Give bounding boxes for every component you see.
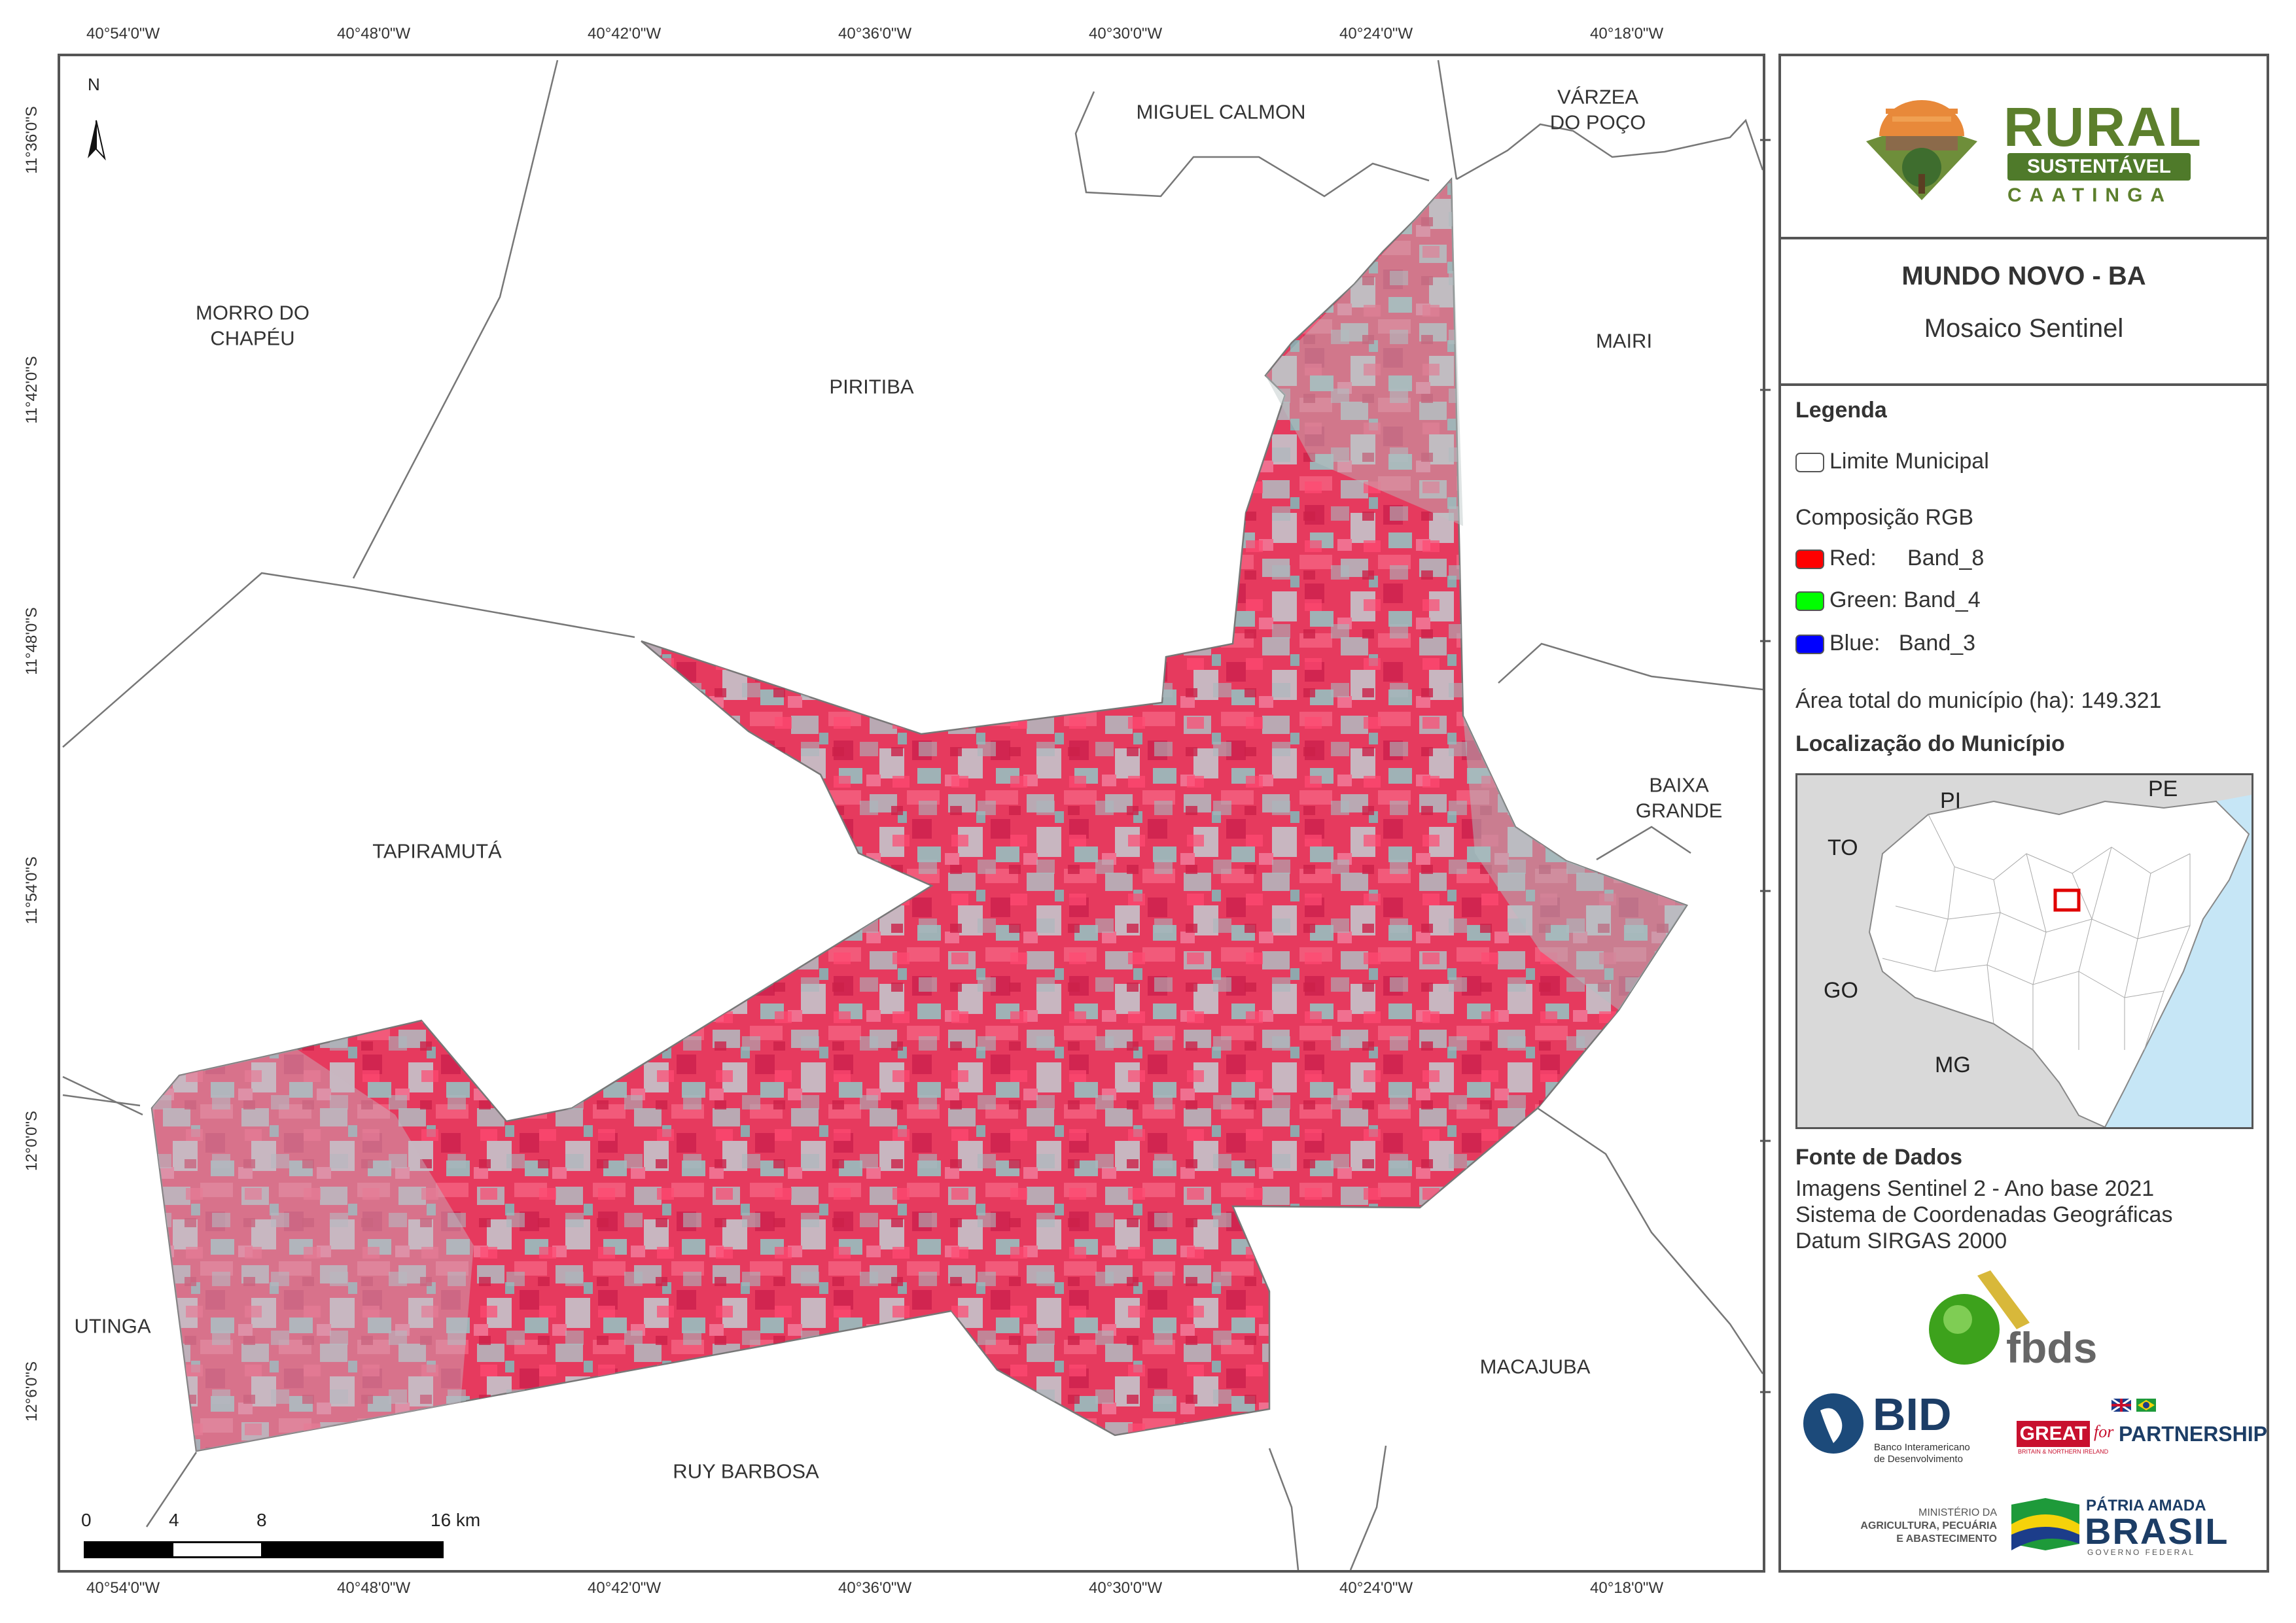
bid-sub-2: de Desenvolvimento: [1874, 1454, 1963, 1465]
inset-map-svg: [1868, 795, 2252, 1127]
legend-heading: Legenda: [1795, 398, 1887, 423]
bid-sub-1: Banco Interamericano: [1874, 1442, 1970, 1453]
label-morro-do-chapeu: MORRO DO CHAPÉU: [196, 301, 309, 349]
coord-top-6: 40°24'0"W: [1339, 25, 1413, 43]
coord-left-2: 11°42'0"S: [23, 356, 41, 424]
scale-bar-outline: [84, 1541, 444, 1558]
inset-label-go: GO: [1824, 978, 1858, 1003]
blue-swatch: [1795, 635, 1824, 654]
map-svg: [62, 60, 1763, 1570]
scale-label-4: 4: [169, 1510, 179, 1530]
coord-bottom-1: 40°54'0"W: [86, 1579, 160, 1597]
scale-bar-white-segment: [173, 1543, 261, 1556]
limit-label: Limite Municipal: [1829, 449, 1989, 474]
north-label: N: [88, 75, 100, 94]
info-panel: RURAL SUSTENTÁVEL CAATINGA MUNDO NOVO - …: [1778, 54, 2269, 1573]
coord-top-2: 40°48'0"W: [337, 25, 411, 43]
bid-logo-icon: [1803, 1393, 1863, 1454]
logo-sustentavel: SUSTENTÁVEL: [2007, 153, 2191, 181]
great-sub-text: BRITAIN & NORTHERN IRELAND: [2018, 1448, 2109, 1455]
coord-bottom-3: 40°42'0"W: [588, 1579, 662, 1597]
coord-left-1: 11°36'0"S: [23, 106, 41, 174]
flags-icon: [2111, 1397, 2156, 1413]
coord-bottom-2: 40°48'0"W: [337, 1579, 411, 1597]
coord-top-7: 40°18'0"W: [1590, 25, 1664, 43]
imagery-east-patch: [1463, 716, 1687, 1010]
label-varzea-do-poco: VÁRZEA DO POÇO: [1549, 85, 1646, 133]
label-baixa-grande: BAIXA GRANDE: [1635, 773, 1723, 822]
imagery-west-patch: [152, 1049, 474, 1451]
ministerio-line-2: AGRICULTURA, PECUÁRIA: [1860, 1520, 1997, 1531]
inset-label-pe: PE: [2148, 777, 2178, 801]
for-text: for: [2094, 1422, 2114, 1441]
imagery-north-patch: [1265, 179, 1463, 526]
map-title: MUNDO NOVO - BA: [1901, 262, 2146, 290]
title-section: MUNDO NOVO - BA Mosaico Sentinel: [1781, 237, 2267, 386]
map-subtitle: Mosaico Sentinel: [1924, 314, 2124, 343]
rural-caatinga-logo-icon: [1866, 100, 1977, 200]
ministerio-line-3: E ABASTECIMENTO: [1896, 1533, 1997, 1544]
label-macajuba: MACAJUBA: [1479, 1355, 1591, 1378]
coord-left-4: 11°54'0"S: [23, 856, 41, 924]
coord-top-5: 40°30'0"W: [1089, 25, 1163, 43]
green-swatch: [1795, 591, 1824, 611]
blue-band-label: Blue: Band_3: [1829, 631, 1976, 655]
map-frame: N MIGUEL CALMON VÁRZEA DO POÇO MORRO DO …: [58, 54, 1765, 1573]
coord-left-6: 12°6'0"S: [23, 1361, 41, 1422]
logo-rural: RURAL: [2004, 96, 2202, 158]
location-heading: Localização do Município: [1795, 731, 2065, 756]
brasil-text: BRASIL: [2085, 1510, 2229, 1552]
source-line-2: Sistema de Coordenadas Geográficas: [1795, 1202, 2173, 1227]
partnership-text: PARTNERSHIP: [2119, 1422, 2267, 1446]
label-tapiramuta: TAPIRAMUTÁ: [372, 839, 502, 863]
area-label: Área total do município (ha): 149.321: [1795, 688, 2162, 713]
label-mairi: MAIRI: [1595, 329, 1653, 353]
rgb-heading: Composição RGB: [1795, 505, 1974, 530]
red-band-label: Red: Band_8: [1829, 546, 1985, 570]
source-line-1: Imagens Sentinel 2 - Ano base 2021: [1795, 1176, 2155, 1201]
limit-swatch: [1795, 453, 1824, 472]
governo-text: GOVERNO FEDERAL: [2087, 1548, 2196, 1557]
inset-label-pi: PI: [1940, 788, 1962, 813]
coord-top-1: 40°54'0"W: [86, 25, 160, 43]
patria-text: PÁTRIA AMADA: [2086, 1497, 2206, 1514]
north-arrow-icon: [88, 120, 106, 161]
label-piritiba: PIRITIBA: [829, 375, 914, 398]
logo-caatinga: CAATINGA: [2007, 184, 2173, 206]
label-utinga: UTINGA: [74, 1314, 151, 1338]
green-band-label: Green: Band_4: [1829, 587, 1981, 612]
great-text: GREAT: [2017, 1421, 2090, 1447]
scale-label-16: 16 km: [431, 1510, 481, 1530]
municipal-borders: [62, 60, 1763, 1570]
label-miguel-calmon: MIGUEL CALMON: [1136, 100, 1306, 124]
location-inset-map: PI PE TO GO MG: [1795, 773, 2253, 1129]
coord-bottom-4: 40°36'0"W: [838, 1579, 912, 1597]
brasil-flag-icon: [2011, 1498, 2079, 1550]
imagery-texture: [152, 179, 1687, 1451]
bid-text: BID: [1873, 1389, 1952, 1440]
coord-left-5: 12°0'0"S: [23, 1110, 41, 1172]
coord-bottom-5: 40°30'0"W: [1089, 1579, 1163, 1597]
coord-bottom-7: 40°18'0"W: [1590, 1579, 1664, 1597]
red-swatch: [1795, 550, 1824, 569]
sources-heading: Fonte de Dados: [1795, 1145, 1963, 1170]
source-line-3: Datum SIRGAS 2000: [1795, 1229, 2007, 1253]
inset-label-to: TO: [1828, 835, 1858, 860]
fbds-text: fbds: [2006, 1323, 2098, 1372]
fbds-logo-icon: [1929, 1270, 2030, 1365]
coord-top-4: 40°36'0"W: [838, 25, 912, 43]
ministerio-line-1: MINISTÉRIO DA: [1918, 1507, 1997, 1518]
scale-label-0: 0: [81, 1510, 92, 1530]
scale-label-8: 8: [256, 1510, 267, 1530]
inset-label-mg: MG: [1935, 1053, 1971, 1077]
coord-bottom-6: 40°24'0"W: [1339, 1579, 1413, 1597]
coord-top-3: 40°42'0"W: [588, 25, 662, 43]
label-ruy-barbosa: RUY BARBOSA: [673, 1459, 819, 1483]
coord-left-3: 11°48'0"S: [23, 607, 41, 675]
inset-location-marker: [2053, 888, 2081, 912]
logo-section: RURAL SUSTENTÁVEL CAATINGA: [1781, 56, 2267, 239]
right-ticks: [1760, 139, 1771, 1393]
